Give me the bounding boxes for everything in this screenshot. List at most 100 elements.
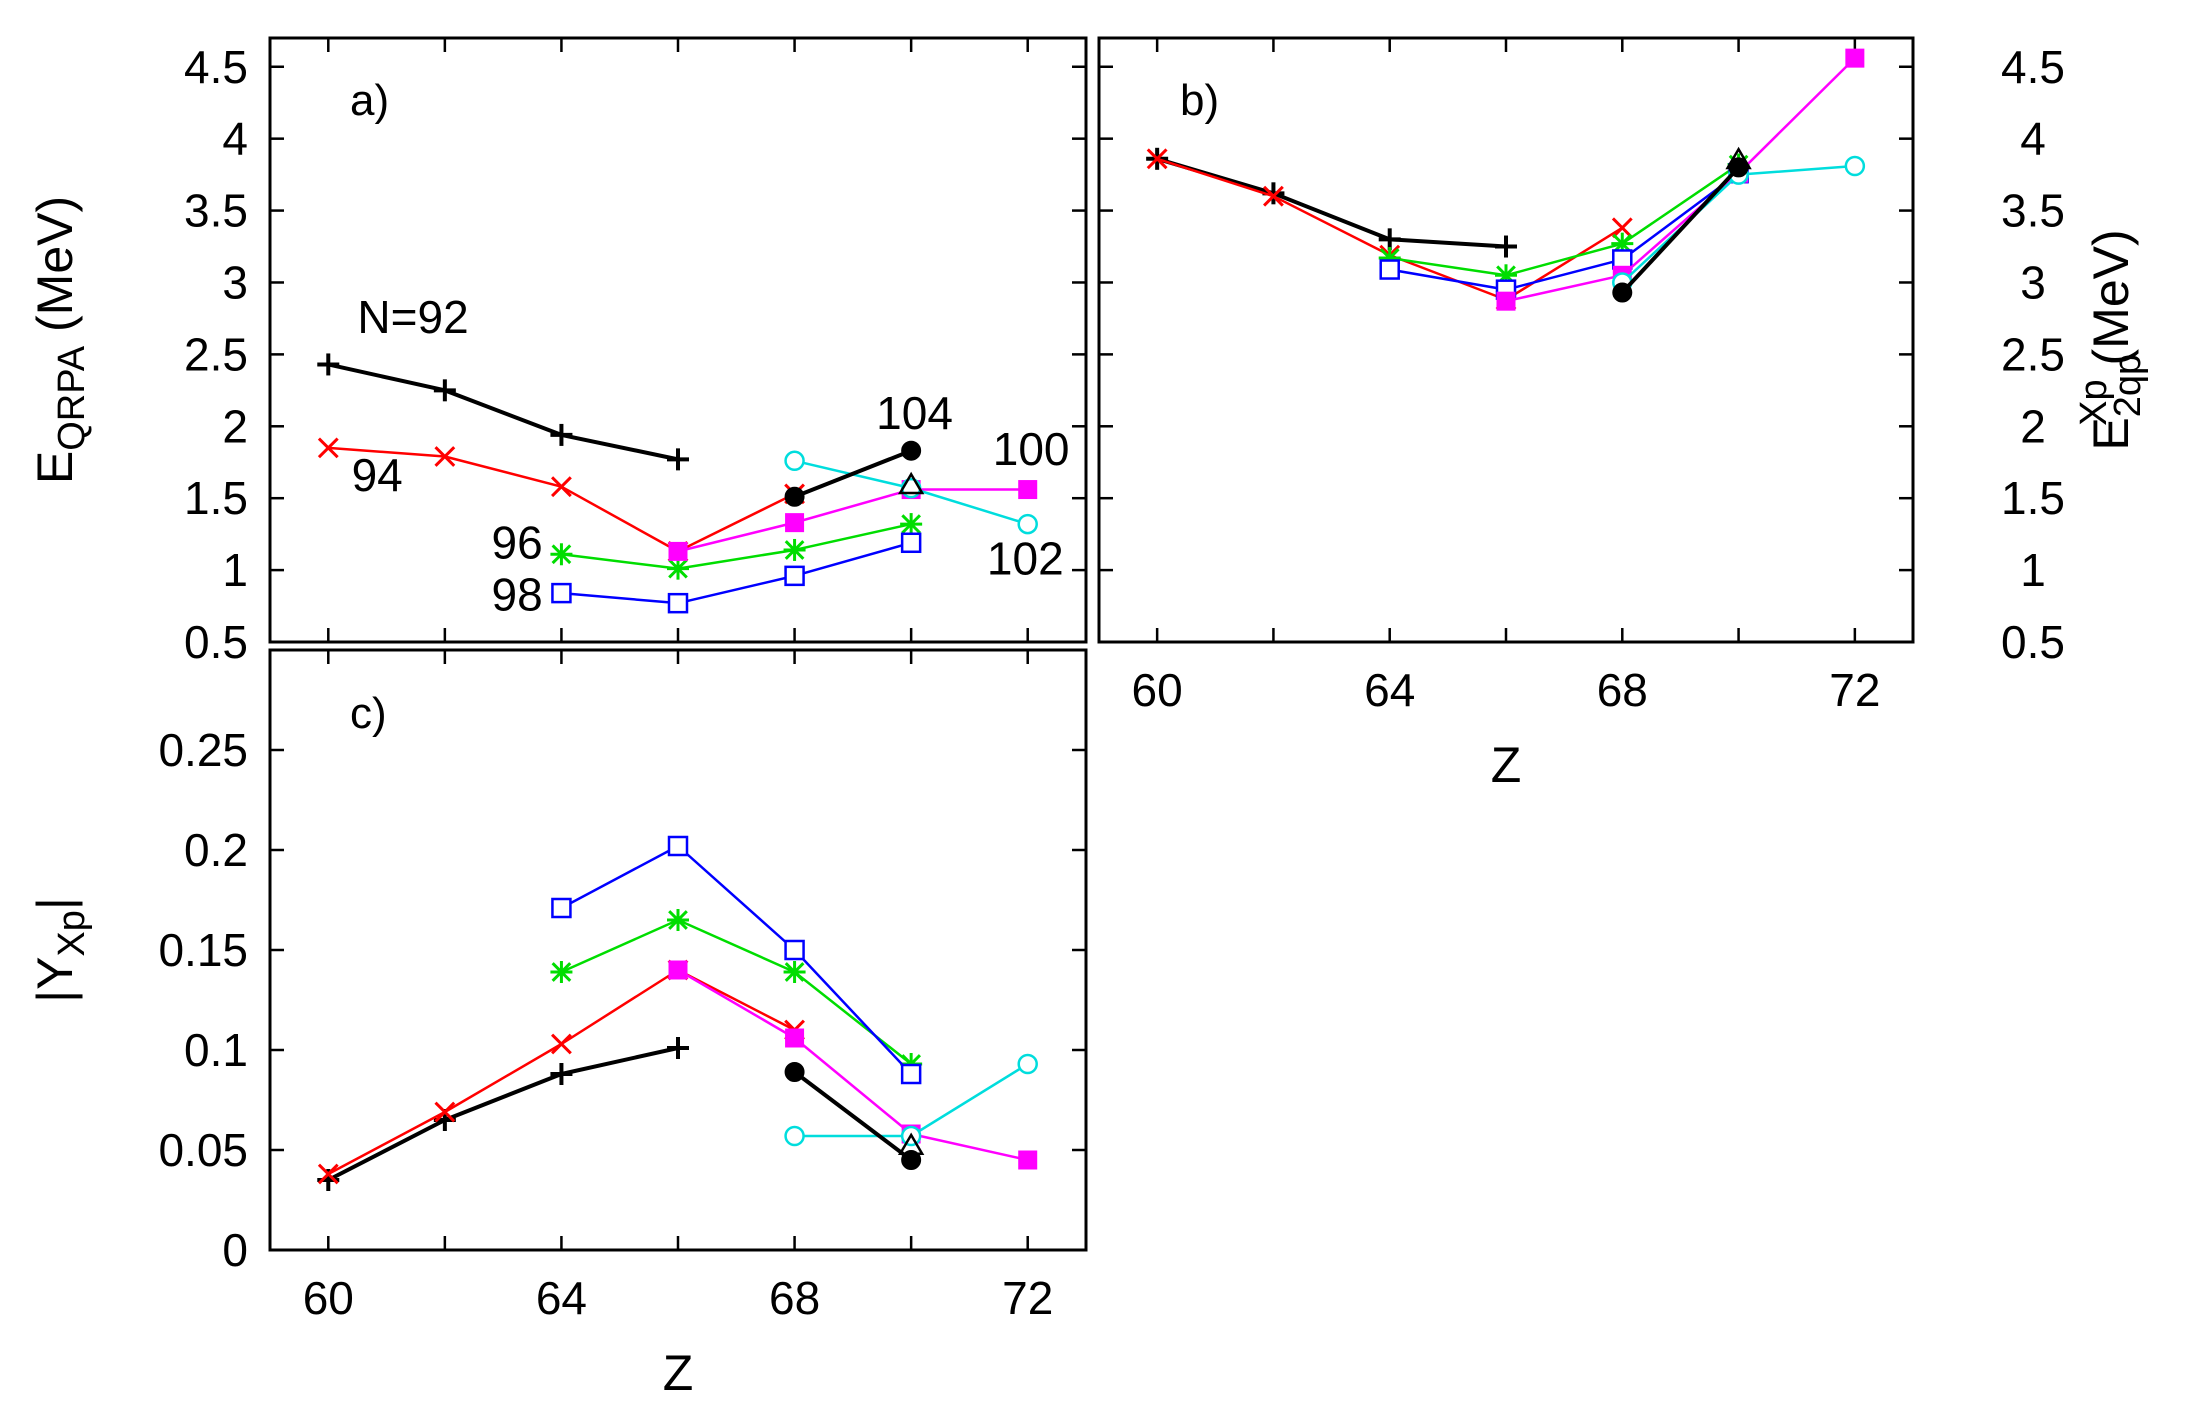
marker-n102 <box>1017 1053 1038 1075</box>
y-tick-label-b: 0.5 <box>2001 616 2065 668</box>
annotation-label: 100 <box>993 423 1070 475</box>
series-n96-a <box>550 513 923 580</box>
marker-n104 <box>784 486 805 507</box>
annotation-label: 98 <box>491 568 542 620</box>
marker-n102 <box>1844 155 1866 177</box>
marker-n96 <box>783 961 806 983</box>
series-n106-b <box>1725 146 1752 170</box>
series-line <box>561 541 912 605</box>
x-tick-label-c: 60 <box>303 1272 354 1324</box>
annotation-label: 104 <box>876 387 953 439</box>
series-n104-a <box>784 440 922 507</box>
y-tick-label-b: 1 <box>2020 544 2046 596</box>
y-tick-label-c: 0.15 <box>158 924 248 976</box>
y-tick-label-c: 0 <box>222 1224 248 1276</box>
marker-n102 <box>900 477 922 499</box>
y-tick-label-c: 0.1 <box>184 1024 248 1076</box>
annotation-label: 102 <box>987 532 1064 584</box>
series-n98-a <box>551 532 922 614</box>
y-tick-label-b: 3.5 <box>2001 185 2065 237</box>
marker-n92 <box>1495 235 1517 258</box>
y-tick-label-b: 4.5 <box>2001 41 2065 93</box>
series-line <box>561 522 912 570</box>
y-tick-label-b: 2 <box>2020 400 2046 452</box>
marker-n94 <box>551 476 572 498</box>
marker-n104 <box>901 440 922 461</box>
marker-n94 <box>317 1163 339 1185</box>
marker-n100 <box>1496 291 1516 311</box>
y-tick-label-b: 1.5 <box>2001 472 2065 524</box>
marker-n92 <box>667 448 689 471</box>
marker-n96 <box>667 557 689 580</box>
marker-n106 <box>897 1132 925 1155</box>
marker-n100 <box>1845 48 1865 68</box>
series-n106-a <box>897 471 925 495</box>
series-n92-a <box>317 353 689 471</box>
series-n100-c <box>668 960 1038 1170</box>
series-line <box>1156 156 1507 249</box>
marker-n94 <box>1263 185 1284 207</box>
annotation-label: N=92 <box>357 291 468 343</box>
series-n98-c <box>551 835 922 1085</box>
marker-n92 <box>1378 228 1401 251</box>
marker-n94 <box>1611 217 1633 239</box>
x-tick-label-b: 72 <box>1829 664 1880 716</box>
y-tick-label-b: 3 <box>2020 256 2046 308</box>
plot-frame-b <box>1097 36 1915 644</box>
marker-n98 <box>667 592 689 614</box>
plot-frame-c <box>268 648 1088 1252</box>
series-n104-b <box>1612 157 1749 303</box>
panel-label-b: b) <box>1180 76 1219 125</box>
panel-c: 60 64 68 72 0 0.05 0.1 0.15 0.2 0.25 c) Z |YXp| <box>27 648 1088 1401</box>
marker-n104 <box>901 1150 922 1170</box>
series-n100-a <box>668 480 1038 561</box>
y-tick-label-a: 4 <box>222 113 248 165</box>
marker-n104 <box>1612 282 1633 303</box>
y-axis-label-c: |YXp| <box>27 897 93 1003</box>
series-n106-c <box>897 1132 925 1155</box>
marker-n96 <box>667 909 689 931</box>
y-tick-label-c: 0.2 <box>184 824 248 876</box>
marker-n100 <box>785 1028 805 1048</box>
marker-n98 <box>784 565 805 587</box>
marker-n92 <box>433 379 456 402</box>
series-line <box>560 844 913 1075</box>
marker-n92 <box>550 1063 573 1085</box>
marker-n92 <box>667 1037 689 1059</box>
series-line <box>327 1046 679 1182</box>
marker-n92 <box>317 353 340 376</box>
series-n92-c <box>317 1037 689 1191</box>
marker-n92 <box>550 423 573 446</box>
y-tick-label-b: 2.5 <box>2001 328 2065 380</box>
annotation-label: 94 <box>352 449 403 501</box>
series-line <box>327 362 679 462</box>
marker-n96 <box>550 543 573 566</box>
panel-label-c: c) <box>350 689 387 738</box>
marker-n96 <box>550 961 573 983</box>
series-line <box>677 968 1028 1162</box>
marker-n100 <box>668 541 688 561</box>
series-n100-b <box>1496 48 1865 311</box>
marker-n98 <box>784 939 805 961</box>
y-axis-label-b: E2qpXp (MeV) <box>2073 229 2149 450</box>
y-tick-label-a: 3 <box>222 256 248 308</box>
marker-n94 <box>551 1033 572 1055</box>
marker-n106 <box>1725 146 1752 170</box>
x-axis-label-b: Z <box>1491 737 1522 793</box>
series-n96-b <box>1378 153 1750 287</box>
y-tick-label-a: 1 <box>222 544 248 596</box>
y-axis-label-a: EQRPA (MeV) <box>27 196 93 484</box>
marker-n96 <box>900 513 923 536</box>
series-n98-b <box>1379 162 1749 300</box>
marker-n100 <box>1018 1150 1038 1170</box>
y-tick-label-a: 1.5 <box>184 472 248 524</box>
x-tick-label-b: 60 <box>1132 664 1183 716</box>
y-tick-label-c: 0.05 <box>158 1124 248 1176</box>
marker-n102 <box>784 450 805 472</box>
marker-n100 <box>1018 480 1038 500</box>
x-tick-label-c: 64 <box>536 1272 587 1324</box>
y-tick-label-a: 3.5 <box>184 185 248 237</box>
series-n96-c <box>550 909 923 1075</box>
y-tick-label-c: 0.25 <box>158 724 248 776</box>
y-tick-label-a: 2 <box>222 400 248 452</box>
